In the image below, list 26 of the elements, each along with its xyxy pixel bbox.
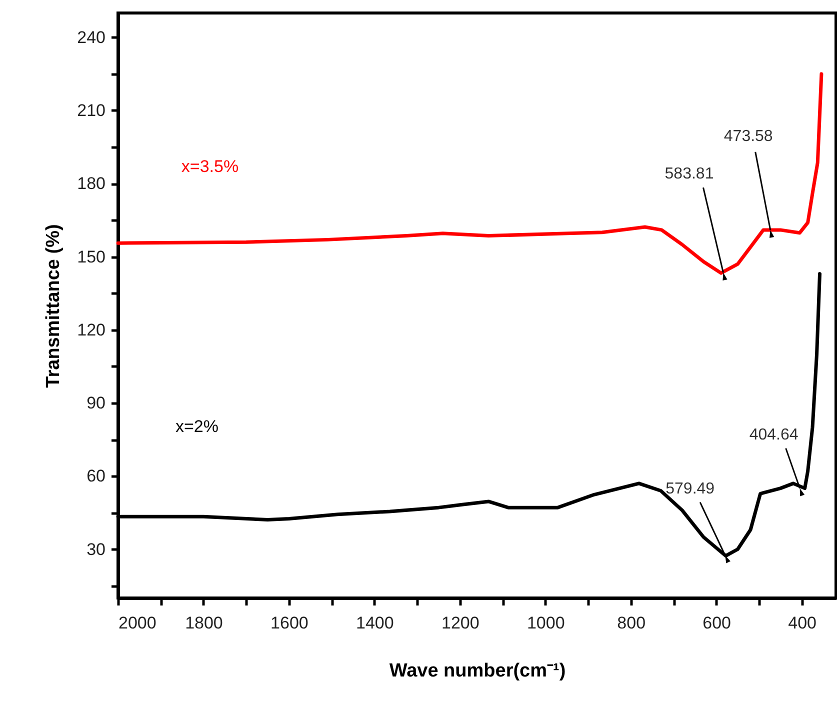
annotation: 404.64	[749, 426, 798, 444]
line-series	[116, 72, 824, 275]
x-tick-label: 1400	[356, 614, 394, 632]
annotation: 473.58	[724, 128, 773, 145]
y-tick-label: 150	[77, 247, 106, 266]
y-tick-label: 120	[77, 320, 106, 340]
y-tick-label: 30	[86, 540, 106, 559]
x-axis-title: Wave number(cm⁻¹)	[389, 660, 566, 682]
y-tick-label: 60	[86, 466, 106, 486]
annotation: 583.81	[664, 166, 714, 183]
x-tick-label: 2000	[118, 614, 156, 632]
x-tick-label: 1200	[441, 614, 480, 632]
x-tick-label: 1600	[270, 614, 308, 632]
annotation: 579.49	[666, 480, 715, 498]
x-tick-label: 800	[617, 614, 646, 632]
y-tick-label: 210	[77, 101, 106, 120]
x-tick-label: 1800	[185, 614, 223, 632]
y-tick-label: 90	[86, 394, 106, 412]
y-tick-label: 180	[77, 174, 106, 194]
y-tick-label: 240	[77, 28, 106, 47]
y-axis-title: Transmittance (%)	[43, 224, 64, 388]
text: x=2%	[176, 417, 218, 436]
text: x=3.5%	[181, 157, 239, 176]
x-tick-label: 1000	[526, 614, 565, 632]
x-tick-label: 400	[788, 614, 816, 632]
x-tick-label: 600	[702, 614, 732, 632]
